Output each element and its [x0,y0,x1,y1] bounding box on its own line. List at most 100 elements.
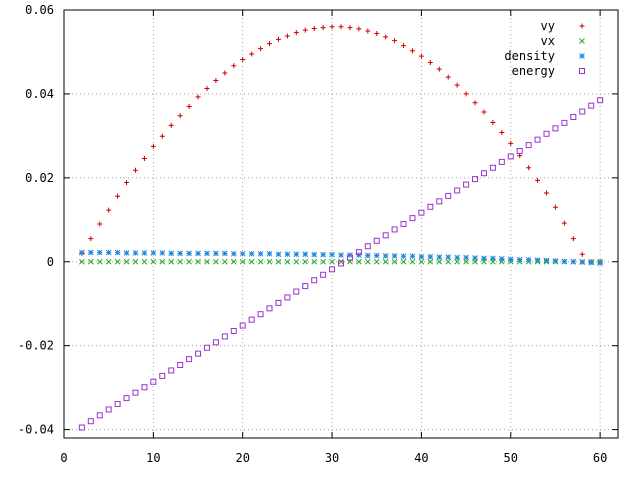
point-energy [114,401,121,408]
point-vy [490,119,496,125]
point-vx [195,258,201,265]
point-density [498,255,505,262]
point-energy [221,333,228,340]
point-energy [516,147,523,154]
point-density [141,250,148,256]
point-energy [105,406,112,413]
point-vx [248,258,255,265]
point-vy [150,143,156,149]
point-vy [427,59,433,65]
point-density [364,252,371,259]
point-energy [463,181,470,188]
point-density [490,255,496,262]
point-density [123,250,130,256]
point-vx [204,258,210,265]
point-vy [472,100,478,106]
point-energy [525,142,532,149]
point-vx [320,258,326,265]
point-energy [195,350,202,357]
point-energy [311,277,318,284]
point-density [516,256,523,263]
point-vx [150,258,157,265]
point-energy [472,176,479,183]
point-vx [105,258,112,265]
point-density [114,249,121,256]
point-vx [177,258,184,265]
point-density [543,257,550,264]
point-vx [454,258,461,265]
point-vy [392,38,398,44]
point-vy [579,251,585,257]
point-energy [302,283,309,290]
point-density [382,253,389,259]
point-density [186,250,192,257]
point-vy [159,133,165,139]
point-vx [79,258,85,265]
point-density [221,250,228,257]
point-energy [579,108,586,115]
point-density [204,250,210,257]
point-vx [382,258,389,265]
plot-frame [63,9,619,439]
point-vx [123,258,130,265]
point-density [257,250,264,257]
point-density [302,251,309,258]
point-vx [114,258,121,265]
point-vy [141,156,147,162]
point-vy [213,77,219,83]
point-energy [329,266,336,273]
point-energy [257,311,264,318]
y-tick-label: -0.02 [18,339,54,353]
point-density [275,251,282,258]
point-density [150,250,157,256]
point-density [579,259,586,266]
legend-marker-energy [579,68,585,74]
point-density [338,252,344,258]
point-vy [356,26,362,32]
point-vx [257,258,264,265]
point-vx [186,258,192,265]
point-energy [543,130,550,137]
point-energy [480,170,487,177]
point-vx [436,258,443,265]
point-density [507,256,514,263]
point-density [418,253,425,260]
point-vx [275,258,282,265]
x-tick-label: 60 [593,451,607,465]
point-vy [124,179,130,185]
point-energy [489,164,496,171]
point-energy [266,305,273,312]
point-density [427,253,434,260]
legend-marker-vx [579,38,585,44]
point-density [284,251,291,258]
point-energy [203,344,210,351]
y-tick-label: 0.02 [25,171,54,185]
point-vx [463,258,469,265]
x-tick-label: 20 [235,451,249,465]
point-vy [267,41,273,47]
point-vx [445,258,452,265]
point-energy [454,187,461,194]
point-energy [320,271,327,278]
axis-ticks [63,9,618,438]
point-density [588,259,595,266]
legend-label-vy: vy [541,19,555,33]
point-vy [284,33,290,39]
legend-marker-vy [579,23,585,29]
point-vy [544,190,550,196]
point-density [409,253,416,260]
point-density [525,256,532,263]
point-vy [88,236,94,242]
point-density [248,250,255,257]
point-energy [141,384,148,391]
point-energy [382,232,389,239]
point-vx [132,258,139,265]
point-energy [230,328,237,334]
point-vy [132,167,138,173]
point-energy [186,356,193,363]
point-density [481,255,487,262]
point-density [436,254,443,261]
point-energy [391,226,398,233]
